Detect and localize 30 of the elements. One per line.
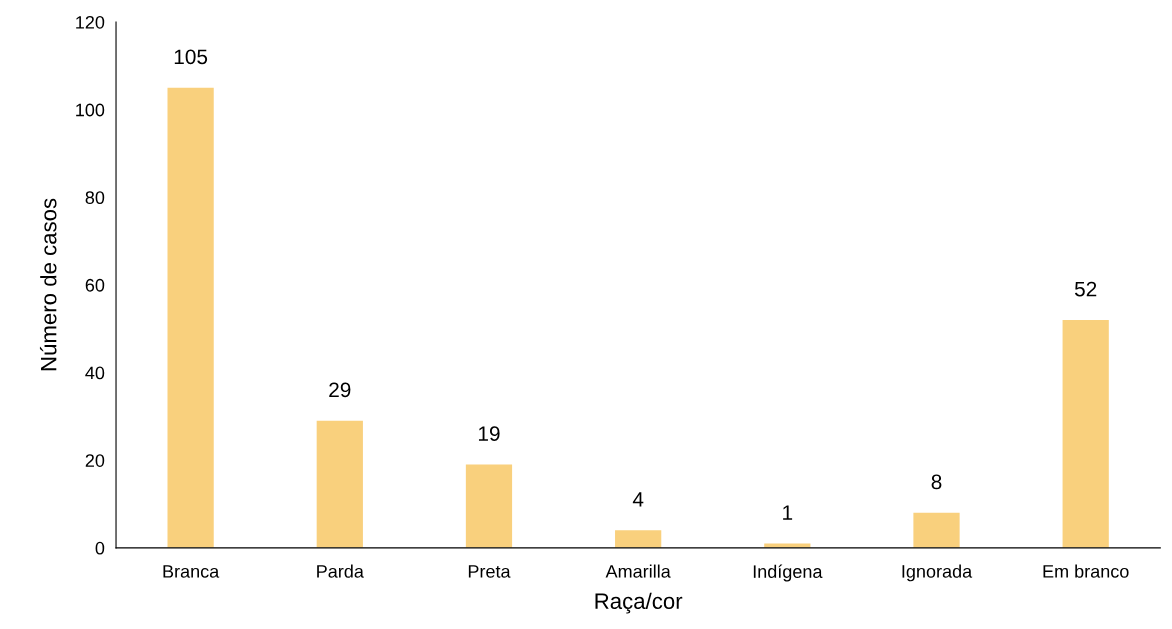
data-label: 4 <box>632 492 644 507</box>
y-tick-label: 40 <box>85 366 105 380</box>
bar <box>1062 319 1109 548</box>
y-tick-label: 60 <box>85 278 105 292</box>
y-axis-title: Número de casos <box>39 198 57 371</box>
x-tick-label: Preta <box>468 565 511 578</box>
bar <box>167 87 214 548</box>
data-label: 105 <box>174 49 208 65</box>
data-label: 1 <box>783 505 793 520</box>
data-label: 8 <box>931 474 942 490</box>
y-tick-label: 80 <box>85 191 105 205</box>
bar <box>764 543 811 548</box>
bar <box>615 530 662 548</box>
y-tick-label: 20 <box>85 454 105 467</box>
data-label: 29 <box>329 382 351 398</box>
bar <box>913 512 960 548</box>
x-tick-label: Ignorada <box>902 564 973 582</box>
y-tick-label: 120 <box>76 15 105 29</box>
x-tick-label: Parda <box>317 564 364 578</box>
x-tick-label: Amarilla <box>605 564 671 578</box>
y-tick-label: 0 <box>95 541 105 555</box>
x-tick-label: Em branco <box>1043 564 1129 578</box>
bar <box>316 420 363 548</box>
x-tick-label: Branca <box>163 565 220 578</box>
data-label: 19 <box>478 426 500 442</box>
y-tick-label: 100 <box>76 103 105 117</box>
data-label: 52 <box>1074 281 1097 297</box>
x-axis-title: Raça/cor <box>595 592 683 614</box>
x-tick-label: Indígena <box>753 564 823 582</box>
bar <box>465 464 513 548</box>
